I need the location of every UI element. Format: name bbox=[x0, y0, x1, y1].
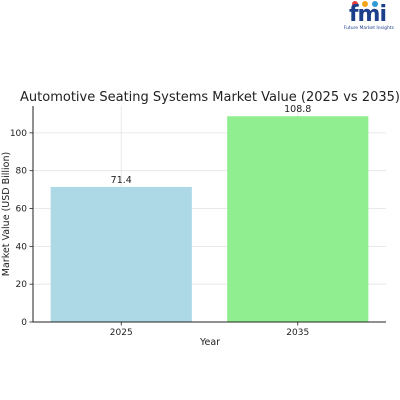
logo-mark: fmi bbox=[348, 2, 387, 27]
logo-tagline: Future Market Insights bbox=[343, 26, 394, 31]
logo-dot-blue bbox=[372, 1, 378, 7]
y-tick-label: 0 bbox=[21, 318, 27, 328]
y-tick-label: 40 bbox=[16, 242, 28, 252]
bar-2035 bbox=[227, 116, 369, 323]
y-tick-label: 20 bbox=[16, 280, 28, 290]
logo-dots bbox=[346, 1, 386, 9]
y-axis-title: Market Value (USD Billion) bbox=[1, 152, 12, 276]
logo-dot-orange bbox=[362, 1, 368, 7]
axes: 0 20 40 60 80 100 2025 2035 bbox=[10, 106, 386, 338]
x-axis-title: Year bbox=[199, 337, 220, 348]
x-tick-label: 2025 bbox=[110, 328, 133, 338]
y-tick-label: 80 bbox=[16, 167, 28, 177]
y-tick-label: 60 bbox=[16, 205, 28, 215]
bars bbox=[50, 116, 369, 323]
bar-2025 bbox=[50, 186, 192, 322]
x-tick-label: 2035 bbox=[286, 328, 309, 338]
data-label-2035: 108.8 bbox=[284, 104, 311, 115]
fmi-logo: fmi Future Market Insights bbox=[304, 1, 394, 34]
y-tick-label: 100 bbox=[10, 129, 27, 139]
data-labels: 71.4 108.8 bbox=[111, 104, 312, 186]
chart-title: Automotive Seating Systems Market Value … bbox=[20, 90, 400, 105]
logo-dot-red bbox=[352, 1, 358, 7]
data-label-2025: 71.4 bbox=[111, 175, 132, 186]
